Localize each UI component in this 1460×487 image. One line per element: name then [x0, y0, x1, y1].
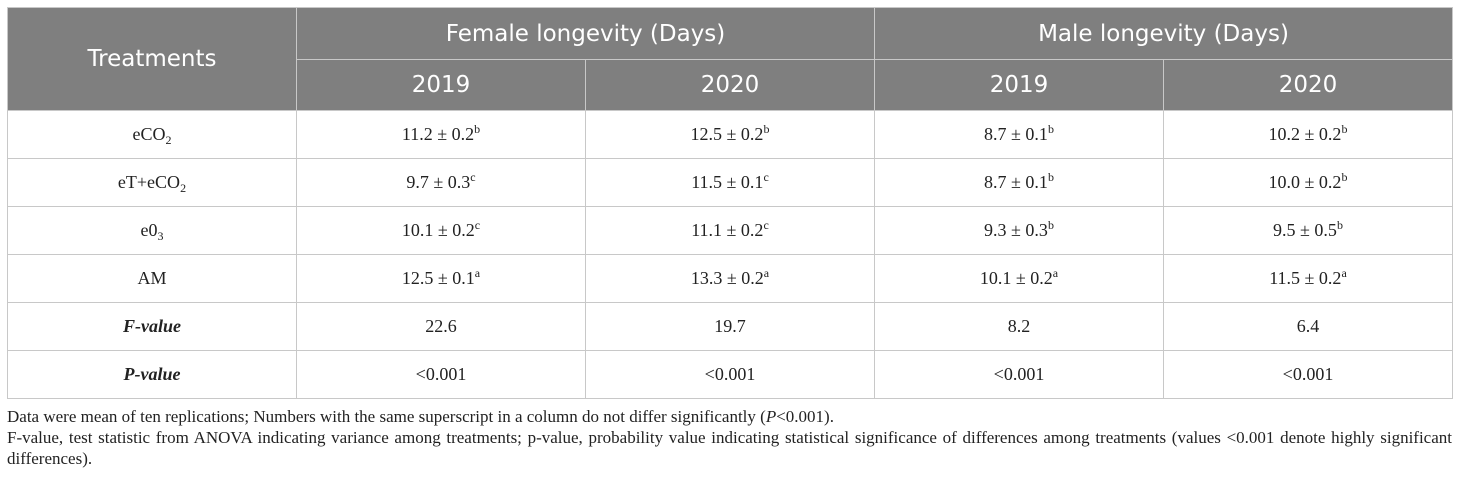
- table-row: eCO2 11.2 ± 0.2b 12.5 ± 0.2b 8.7 ± 0.1b …: [7, 110, 1453, 159]
- stat-cell: 8.2: [874, 302, 1164, 351]
- treatment-label: e03: [7, 206, 297, 255]
- data-cell: 10.0 ± 0.2b: [1163, 158, 1453, 207]
- data-cell: 12.5 ± 0.2b: [585, 110, 875, 159]
- footnote-2: F-value, test statistic from ANOVA indic…: [7, 428, 1452, 468]
- year-header: 2019: [296, 59, 586, 111]
- data-cell: 11.1 ± 0.2c: [585, 206, 875, 255]
- footnote-1: Data were mean of ten replications; Numb…: [7, 407, 834, 426]
- p-value-label: P-value: [7, 350, 297, 399]
- data-cell: 8.7 ± 0.1b: [874, 158, 1164, 207]
- data-cell: 9.3 ± 0.3b: [874, 206, 1164, 255]
- stat-cell: <0.001: [874, 350, 1164, 399]
- data-cell: 13.3 ± 0.2a: [585, 254, 875, 303]
- table-header: Treatments Female longevity (Days) Male …: [7, 7, 1453, 111]
- data-cell: 9.5 ± 0.5b: [1163, 206, 1453, 255]
- data-cell: 10.1 ± 0.2a: [874, 254, 1164, 303]
- male-longevity-header: Male longevity (Days): [874, 7, 1453, 60]
- year-header: 2019: [874, 59, 1164, 111]
- year-header: 2020: [585, 59, 875, 111]
- data-cell: 11.2 ± 0.2b: [296, 110, 586, 159]
- f-value-row: F-value 22.6 19.7 8.2 6.4: [7, 302, 1453, 351]
- stat-cell: 19.7: [585, 302, 875, 351]
- treatment-label: eT+eCO2: [7, 158, 297, 207]
- header-row-1: Treatments Female longevity (Days) Male …: [7, 7, 1453, 111]
- table-row: AM 12.5 ± 0.1a 13.3 ± 0.2a 10.1 ± 0.2a 1…: [7, 254, 1453, 303]
- stat-cell: <0.001: [1163, 350, 1453, 399]
- header-row-2: 2019 2020 2019 2020: [8, 59, 1453, 111]
- longevity-table: Treatments Female longevity (Days) Male …: [7, 7, 1453, 399]
- year-header: 2020: [1163, 59, 1453, 111]
- data-cell: 10.2 ± 0.2b: [1163, 110, 1453, 159]
- stat-cell: <0.001: [585, 350, 875, 399]
- table-row: e03 10.1 ± 0.2c 11.1 ± 0.2c 9.3 ± 0.3b 9…: [7, 206, 1453, 255]
- table-body: eCO2 11.2 ± 0.2b 12.5 ± 0.2b 8.7 ± 0.1b …: [7, 110, 1453, 399]
- stat-cell: <0.001: [296, 350, 586, 399]
- table-container: Treatments Female longevity (Days) Male …: [7, 7, 1453, 399]
- treatments-header: Treatments: [7, 7, 297, 111]
- data-cell: 10.1 ± 0.2c: [296, 206, 586, 255]
- data-cell: 12.5 ± 0.1a: [296, 254, 586, 303]
- p-value-row: P-value <0.001 <0.001 <0.001 <0.001: [7, 350, 1453, 399]
- treatment-label: AM: [7, 254, 297, 303]
- stat-cell: 6.4: [1163, 302, 1453, 351]
- female-longevity-header: Female longevity (Days): [296, 7, 875, 60]
- data-cell: 11.5 ± 0.1c: [585, 158, 875, 207]
- data-cell: 9.7 ± 0.3c: [296, 158, 586, 207]
- stat-cell: 22.6: [296, 302, 586, 351]
- table-row: eT+eCO2 9.7 ± 0.3c 11.5 ± 0.1c 8.7 ± 0.1…: [7, 158, 1453, 207]
- data-cell: 8.7 ± 0.1b: [874, 110, 1164, 159]
- table-footnotes: Data were mean of ten replications; Numb…: [7, 406, 1452, 469]
- treatment-label: eCO2: [7, 110, 297, 159]
- f-value-label: F-value: [7, 302, 297, 351]
- data-cell: 11.5 ± 0.2a: [1163, 254, 1453, 303]
